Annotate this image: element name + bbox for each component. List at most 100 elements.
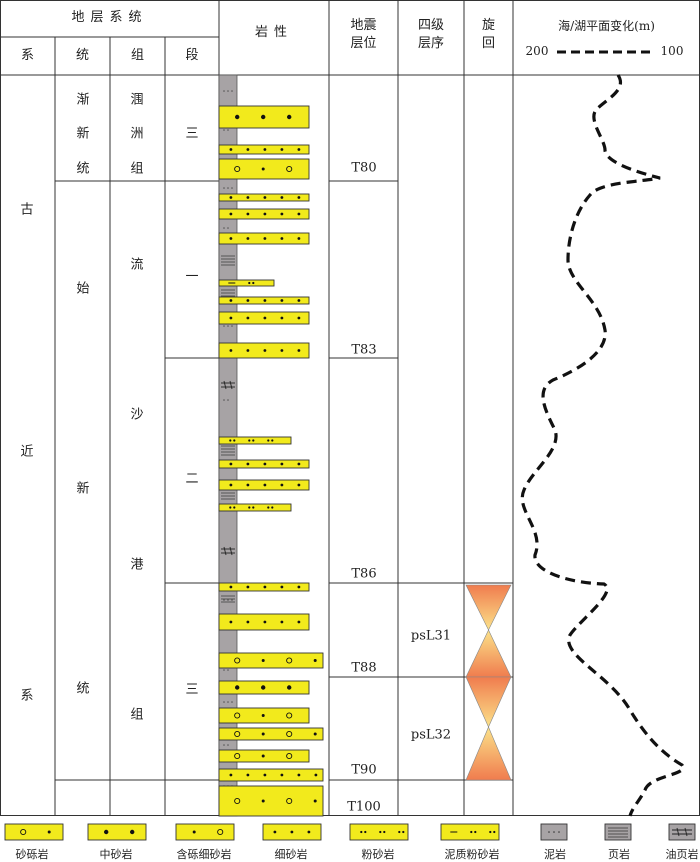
header-strat-system: 地层系统 — [71, 10, 148, 25]
lith-ring — [234, 657, 241, 664]
lith-dot — [263, 148, 267, 151]
lith-dot — [267, 506, 270, 509]
cycle-column — [465, 584, 512, 781]
horizon-t100: T100 — [347, 799, 381, 815]
lith-dot — [229, 483, 233, 487]
sandstone-bed — [218, 479, 310, 491]
lith-dot — [271, 506, 274, 509]
mudstone-column — [218, 74, 238, 817]
lith-dot — [246, 237, 250, 240]
xi-char-1: 古 — [20, 202, 34, 218]
lith-ring — [217, 828, 224, 836]
sandstone-beds — [218, 105, 324, 817]
lith-dot — [263, 483, 267, 487]
sandstone-bed — [218, 582, 310, 592]
header-zu: 组 — [130, 48, 144, 63]
legend-swatch-box — [668, 823, 696, 841]
legend-swatch — [262, 823, 322, 841]
lith-dot — [402, 830, 405, 834]
lith-ring — [286, 797, 293, 805]
bed-rect — [218, 785, 324, 817]
bed-rect — [218, 503, 292, 512]
shale-texture — [221, 255, 235, 603]
xi-char-2: 近 — [20, 444, 34, 460]
bed-rect — [218, 279, 275, 287]
legend-swatch-box — [349, 823, 409, 841]
bed-rect — [218, 768, 324, 782]
lith-dot — [235, 685, 240, 690]
lith-dot — [229, 349, 233, 352]
sandstone-bed — [218, 768, 324, 782]
tong-upper-1: 渐 — [76, 92, 90, 108]
header-fourth-1: 四级 — [417, 18, 444, 33]
sea-level-title: 海/湖平面变化(m) — [558, 19, 655, 33]
lith-dot — [297, 316, 301, 320]
cycle-psL32-lower — [465, 726, 512, 781]
lith-dot — [287, 114, 292, 120]
lith-dot — [229, 585, 233, 589]
duan-4: 三 — [185, 682, 199, 698]
duan-1: 三 — [185, 126, 199, 142]
sandstone-bed — [218, 707, 310, 724]
lith-dot — [297, 585, 301, 589]
lith-dot — [252, 439, 255, 442]
zu-upper-1: 涠 — [130, 92, 144, 108]
lith-dot — [233, 439, 236, 442]
legend-swatch-box — [175, 823, 235, 841]
lith-dot — [246, 483, 250, 487]
sea-level-left-label: 200 — [525, 44, 549, 58]
zu-lower-4: 组 — [130, 707, 144, 723]
lith-dot — [261, 732, 265, 736]
lith-dot — [280, 585, 284, 589]
header-seismic-2: 层位 — [350, 36, 377, 51]
lith-ring — [286, 657, 293, 664]
lith-dot — [297, 196, 301, 199]
sandstone-bed — [218, 785, 324, 817]
sequence-psl31: psL31 — [410, 628, 452, 644]
lith-dot — [246, 585, 250, 589]
legend-swatch-box — [604, 823, 632, 841]
lith-dot — [474, 830, 477, 834]
sandstone-bed — [218, 208, 310, 220]
tong-upper-3: 统 — [76, 161, 90, 177]
lith-dot — [263, 773, 267, 777]
lith-dot — [280, 299, 284, 302]
lith-dot — [280, 349, 284, 352]
lith-dot — [383, 830, 386, 834]
sandstone-bed — [218, 144, 310, 155]
sandstone-bed — [218, 727, 324, 741]
lith-dot — [252, 506, 255, 509]
sandstone-bed — [218, 342, 310, 359]
horizon-t86: T86 — [351, 566, 377, 582]
lith-dot — [297, 212, 301, 216]
zu-upper-2: 洲 — [130, 126, 144, 142]
legend-label-siltstone: 粉砂岩 — [361, 848, 395, 861]
oil-shale-texture — [221, 380, 235, 556]
cycle-psL31-upper — [465, 584, 512, 631]
lith-dot — [235, 114, 240, 120]
lith-dot — [263, 620, 267, 624]
sandstone-bed — [218, 158, 310, 180]
lith-dot — [246, 462, 250, 466]
header-seismic-1: 地震 — [350, 18, 377, 33]
horizon-t80: T80 — [351, 160, 377, 176]
lith-dot — [263, 585, 267, 589]
zu-lower-3: 港 — [130, 557, 144, 573]
legend-swatch-box — [87, 823, 147, 841]
lith-line — [676, 827, 680, 837]
sandstone-bed — [218, 105, 310, 129]
lith-dot — [297, 299, 301, 302]
legend-swatch-mudstone — [540, 823, 568, 841]
lith-dot — [104, 829, 109, 835]
lith-dot — [261, 799, 265, 803]
legend-swatch — [4, 823, 64, 841]
legend-label-oil-shale: 油页岩 — [665, 848, 699, 861]
lith-dot — [248, 439, 251, 442]
lith-dot — [489, 830, 492, 834]
lith-dot — [470, 830, 473, 834]
lith-dot — [233, 506, 236, 509]
horizon-t83: T83 — [351, 342, 377, 358]
tong-upper-2: 新 — [76, 126, 90, 142]
legend-swatch — [175, 823, 235, 841]
